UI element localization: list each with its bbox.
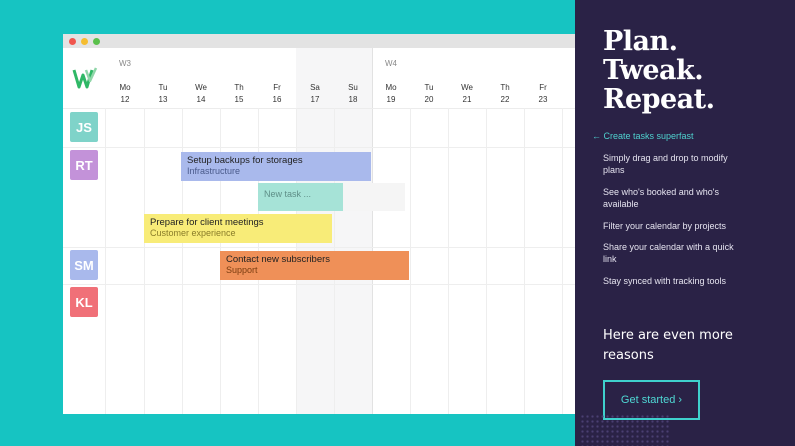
task-title: Setup backups for storages [187, 155, 303, 166]
calendar: W3 W4 Mo 12 Tu 13 We 14 Th 15 Fr 16 Sa 17 Su 18… [63, 48, 575, 414]
avatar-initials: RT [75, 157, 93, 173]
more-reasons-text: Here are even more reasons [603, 328, 733, 363]
week-label-w4: W4 [385, 59, 397, 68]
grid-line [524, 108, 525, 414]
day-header[interactable]: We 14 [195, 83, 207, 104]
task-contact-subscribers[interactable]: Contact new subscribers Support [220, 251, 409, 280]
promo-panel: Plan. Tweak. Repeat. ← Create tasks supe… [575, 0, 795, 446]
row-divider [63, 284, 575, 285]
day-header[interactable]: Su 18 [348, 83, 358, 104]
feature-item: Simply drag and drop to modify plans [603, 153, 728, 175]
day-header[interactable]: Fr 16 [272, 83, 282, 104]
avatar-kl[interactable]: KL [70, 287, 98, 317]
new-task-draft[interactable]: New task ... [258, 183, 343, 211]
task-project: Support [226, 265, 258, 275]
day-header[interactable]: Tu 20 [424, 83, 434, 104]
close-window-button[interactable] [69, 38, 76, 45]
headline: Plan. Tweak. Repeat. [603, 27, 715, 114]
feature-item: Filter your calendar by projects [603, 221, 727, 231]
task-title: Prepare for client meetings [150, 217, 264, 228]
avatar-initials: JS [76, 119, 92, 135]
app-window: W3 W4 Mo 12 Tu 13 We 14 Th 15 Fr 16 Sa 17 Su 18… [63, 34, 575, 414]
grid-line [182, 108, 183, 414]
app-logo-icon [72, 67, 98, 89]
task-title: Contact new subscribers [226, 254, 331, 265]
grid-line [448, 108, 449, 414]
task-setup-backups[interactable]: Setup backups for storages Infrastructur… [181, 152, 371, 181]
day-header[interactable]: We 21 [461, 83, 473, 104]
grid-line [486, 108, 487, 414]
feature-item: Share your calendar with a quick link [603, 242, 734, 264]
headline-line: Tweak. [603, 55, 704, 86]
week-label-w3: W3 [119, 59, 131, 68]
avatar-initials: KL [75, 294, 93, 310]
week-separator [372, 48, 373, 414]
task-project: Infrastructure [187, 166, 241, 176]
avatar-sm[interactable]: SM [70, 250, 98, 280]
avatar-initials: SM [74, 257, 94, 273]
dot-pattern [580, 414, 670, 446]
headline-line: Plan. [603, 26, 678, 57]
task-client-meetings[interactable]: Prepare for client meetings Customer exp… [144, 214, 332, 243]
minimize-window-button[interactable] [81, 38, 88, 45]
grid-line [562, 108, 563, 414]
day-header[interactable]: Fr 23 [538, 83, 548, 104]
feature-item: See who's booked and who's available [603, 187, 720, 209]
avatar-js[interactable]: JS [70, 112, 98, 142]
day-header[interactable]: Mo 12 [119, 83, 131, 104]
maximize-window-button[interactable] [93, 38, 100, 45]
day-header[interactable]: Th 22 [500, 83, 510, 104]
day-header[interactable]: Sa 17 [310, 83, 320, 104]
grid-line [410, 108, 411, 414]
window-titlebar [63, 34, 575, 48]
headline-line: Repeat. [603, 84, 715, 115]
feature-item: Stay synced with tracking tools [603, 276, 727, 286]
day-header[interactable]: Mo 19 [385, 83, 397, 104]
day-header[interactable]: Tu 13 [158, 83, 168, 104]
grid-line [144, 108, 145, 414]
task-project: Customer experience [150, 228, 236, 238]
grid-line [105, 108, 106, 414]
drag-ghost [343, 183, 405, 211]
row-divider [63, 247, 575, 248]
header-divider [63, 108, 575, 109]
row-divider [63, 147, 575, 148]
avatar-rt[interactable]: RT [70, 150, 98, 180]
create-tasks-link[interactable]: ← Create tasks superfast [592, 131, 694, 141]
day-header[interactable]: Th 15 [234, 83, 244, 104]
